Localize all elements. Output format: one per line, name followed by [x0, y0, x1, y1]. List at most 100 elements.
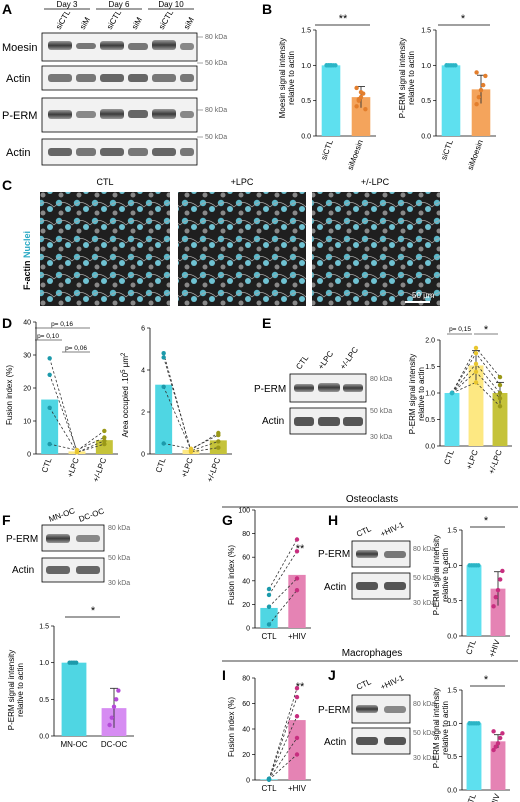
x-tick-label: CTL	[261, 784, 277, 793]
ylabel-area-d: Area occupied .105 µm2	[121, 352, 130, 437]
y-tick-label: 2	[141, 410, 145, 417]
pvalues-d: p= 0,16 p= 0,10 p= 0,06	[35, 321, 90, 353]
y-tick-label: 20	[23, 386, 31, 393]
data-point	[266, 622, 272, 627]
data-point	[476, 94, 481, 100]
ylabel-j: P-ERM signal intensity relative to actin	[432, 688, 450, 768]
y-tick-label: 1.0	[421, 63, 431, 70]
day-label: Day 3	[57, 0, 78, 9]
blot-name: Actin	[262, 416, 284, 427]
y-tick-label: 1.5	[301, 28, 311, 35]
data-point	[493, 594, 498, 600]
sig-i: **	[296, 681, 305, 693]
y-tick-label: 1.0	[425, 391, 435, 398]
chart-f-bottom: 0.0 0.5 1.0 1.5 MN-OC DC-OC	[39, 624, 134, 749]
blot-actin-f	[41, 557, 105, 583]
panel-letter-g: G	[222, 512, 233, 528]
y-tick-label: 1.0	[301, 63, 311, 70]
y-tick-label: 0.5	[447, 598, 457, 605]
x-tick-label: CTL	[261, 632, 277, 641]
svg-text:DC-OC: DC-OC	[78, 506, 106, 524]
lane-label: siM	[78, 15, 92, 31]
pvalue-e: p= 0,15 *	[447, 324, 498, 336]
panel-letter-b: B	[262, 1, 272, 17]
chart-b-left: 0.0 0.5 1.0 1.5 siCTL siMoesin	[301, 28, 376, 172]
kda-markers-a: 80 kDa 50 kDa 80 kDa 50 kDa	[197, 34, 227, 141]
panel-letter-d: D	[2, 315, 12, 331]
chart-d-right: 0 2 4 6 CTL +LPC +/-LPC	[141, 326, 232, 483]
panel-letter-e: E	[262, 315, 271, 331]
bar	[466, 565, 482, 636]
y-tick-label: 1.0	[447, 721, 457, 728]
ylabel-e: P-ERM signal intensity relative to actin	[408, 354, 426, 434]
x-tick-label: CTL	[40, 456, 54, 474]
bar	[468, 365, 484, 446]
data-point	[473, 380, 479, 385]
x-tick-label: +HIV	[487, 792, 502, 802]
data-point	[473, 351, 479, 356]
data-point	[483, 73, 488, 79]
data-point	[266, 776, 272, 782]
y-tick-label: 0.5	[39, 697, 49, 704]
data-point	[467, 721, 472, 726]
x-tick-label: siMoesin	[346, 139, 365, 172]
y-tick-label: 0.0	[301, 134, 311, 141]
svg-text:P-ERM signal intensity: P-ERM signal intensity	[398, 38, 407, 118]
data-point	[493, 744, 498, 749]
data-point	[449, 390, 455, 396]
panel-letter-h: H	[328, 512, 338, 528]
data-point	[473, 369, 479, 374]
lane-labels-f: MN-OC DC-OC	[48, 506, 106, 524]
data-point	[216, 439, 221, 444]
ylabel-fusion-d: Fusion index (%)	[5, 365, 14, 425]
y-tick-label: 1.5	[39, 624, 49, 631]
svg-text:CTL: CTL	[294, 353, 310, 371]
panel-letter-a: A	[2, 1, 12, 17]
y-tick-label: 40	[23, 320, 31, 327]
data-point	[107, 722, 112, 728]
x-tick-label: DC-OC	[101, 740, 127, 749]
y-tick-label: 40	[242, 578, 250, 585]
kda-label: 50 kDa	[205, 134, 227, 141]
paired-line	[268, 696, 298, 780]
svg-text:+HIV-1: +HIV-1	[379, 673, 406, 692]
blot-name: Actin	[6, 147, 30, 159]
data-point	[473, 361, 479, 367]
micrograph-title: CTL	[96, 177, 113, 187]
data-point	[47, 441, 52, 447]
data-point	[102, 428, 107, 434]
svg-text:relative to actin: relative to actin	[441, 701, 450, 755]
blot-name: P-ERM	[6, 534, 38, 545]
svg-text:30 kDa: 30 kDa	[413, 755, 435, 762]
bar	[288, 720, 306, 780]
data-point	[333, 63, 338, 68]
blot-name: Actin	[6, 73, 30, 85]
data-point	[491, 729, 496, 734]
data-point	[294, 694, 300, 700]
svg-text:80 kDa: 80 kDa	[413, 546, 435, 553]
ylabel-i: Fusion index (%)	[227, 697, 236, 757]
paired-line	[268, 737, 298, 780]
blot-actin-j	[351, 727, 411, 755]
data-point	[363, 106, 368, 112]
svg-text:+LPC: +LPC	[316, 349, 335, 371]
data-point	[161, 355, 166, 360]
bar	[492, 393, 508, 446]
svg-text:80 kDa: 80 kDa	[413, 701, 435, 708]
data-point	[294, 752, 300, 757]
y-tick-label: 0	[141, 452, 145, 459]
y-tick-label: 6	[141, 326, 145, 333]
data-point	[102, 435, 107, 440]
y-tick-label: 60	[242, 701, 250, 708]
data-point	[473, 345, 479, 351]
sig-b-left: **	[339, 13, 348, 25]
svg-text:MN-OC: MN-OC	[48, 506, 77, 524]
data-point	[74, 660, 79, 665]
svg-text:50 kDa: 50 kDa	[413, 730, 435, 737]
y-tick-label: 10	[23, 419, 31, 426]
kda-markers-e: 80 kDa 50 kDa 30 kDa	[370, 376, 392, 441]
scale-label: 50 µm	[412, 291, 435, 300]
x-tick-label: +HIV	[487, 638, 502, 659]
lane-label: siM	[182, 15, 196, 31]
